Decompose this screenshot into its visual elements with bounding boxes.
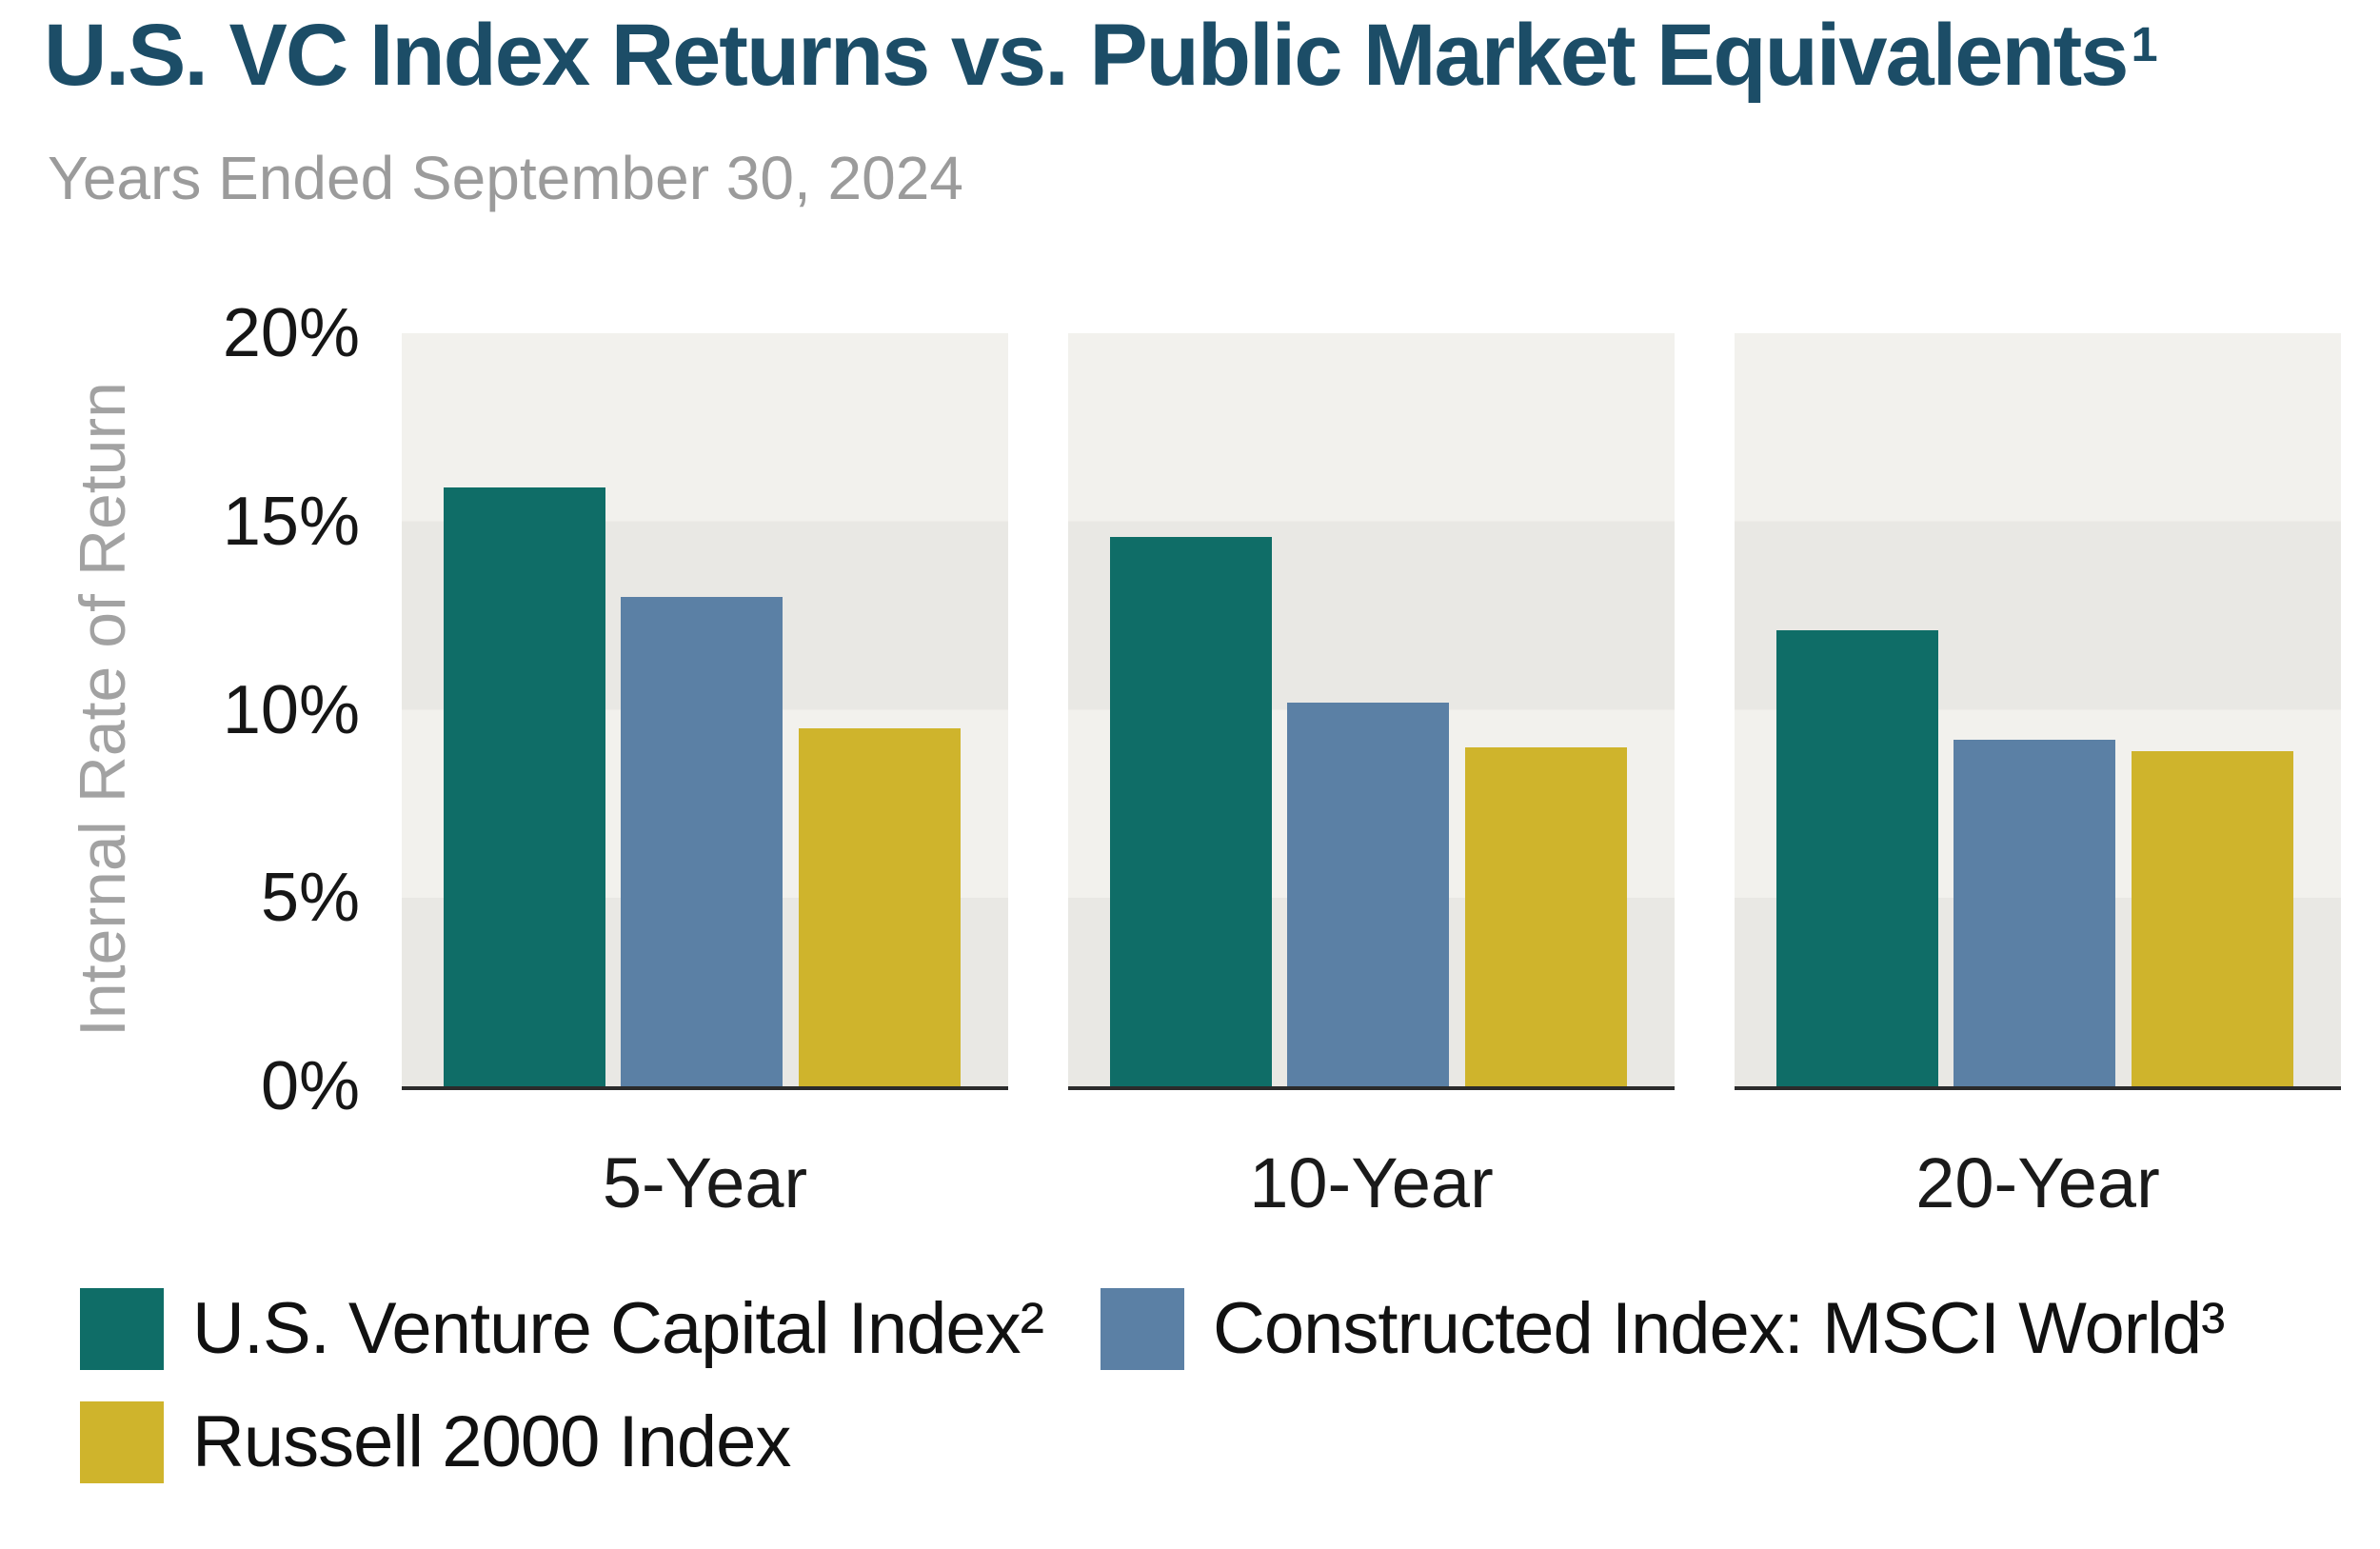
chart-panel-5-year — [402, 333, 1008, 1090]
chart-subtitle: Years Ended September 30, 2024 — [48, 144, 963, 212]
bar-russell-2000-index — [1465, 747, 1627, 1086]
legend-item-russell-2000-index: Russell 2000 Index — [80, 1400, 791, 1483]
bar-russell-2000-index — [2132, 751, 2293, 1086]
chart-panel-20-year — [1735, 333, 2341, 1090]
bar-constructed-index-msci-world — [1954, 740, 2115, 1086]
x-axis-label-20-year: 20-Year — [1915, 1143, 2160, 1222]
bar-constructed-index-msci-world — [621, 596, 783, 1086]
legend-swatch-gold — [80, 1400, 164, 1483]
legend-label: U.S. Venture Capital Index² — [192, 1288, 1044, 1369]
y-tick-label: 10% — [222, 672, 360, 748]
legend-swatch-teal — [80, 1287, 164, 1370]
chart-title: U.S. VC Index Returns vs. Public Market … — [44, 6, 2158, 106]
legend-row: U.S. Venture Capital Index² Constructed … — [80, 1287, 2225, 1370]
y-tick-label: 20% — [222, 295, 360, 371]
legend-item-constructed-index-msci-world: Constructed Index: MSCI World³ — [1100, 1287, 2226, 1370]
bar-us-venture-capital-index — [444, 487, 605, 1086]
y-tick-label: 0% — [260, 1048, 360, 1124]
bar-us-venture-capital-index — [1110, 536, 1272, 1086]
legend-swatch-blue — [1100, 1287, 1184, 1370]
legend-row: Russell 2000 Index — [80, 1400, 791, 1483]
bar-us-venture-capital-index — [1776, 630, 1938, 1086]
legend-label: Russell 2000 Index — [192, 1401, 791, 1482]
chart-panel-10-year — [1068, 333, 1675, 1090]
y-tick-label: 15% — [222, 484, 360, 560]
chart-title-footnote-marker: 1 — [2131, 16, 2157, 71]
legend-label: Constructed Index: MSCI World³ — [1212, 1288, 2226, 1369]
x-axis-label-10-year: 10-Year — [1249, 1143, 1494, 1222]
y-tick-label: 5% — [260, 860, 360, 936]
bar-russell-2000-index — [799, 728, 961, 1086]
bar-constructed-index-msci-world — [1287, 702, 1449, 1086]
legend-item-us-venture-capital-index: U.S. Venture Capital Index² — [80, 1287, 1044, 1370]
chart-title-text: U.S. VC Index Returns vs. Public Market … — [44, 7, 2129, 104]
x-axis-label-5-year: 5-Year — [602, 1143, 808, 1222]
